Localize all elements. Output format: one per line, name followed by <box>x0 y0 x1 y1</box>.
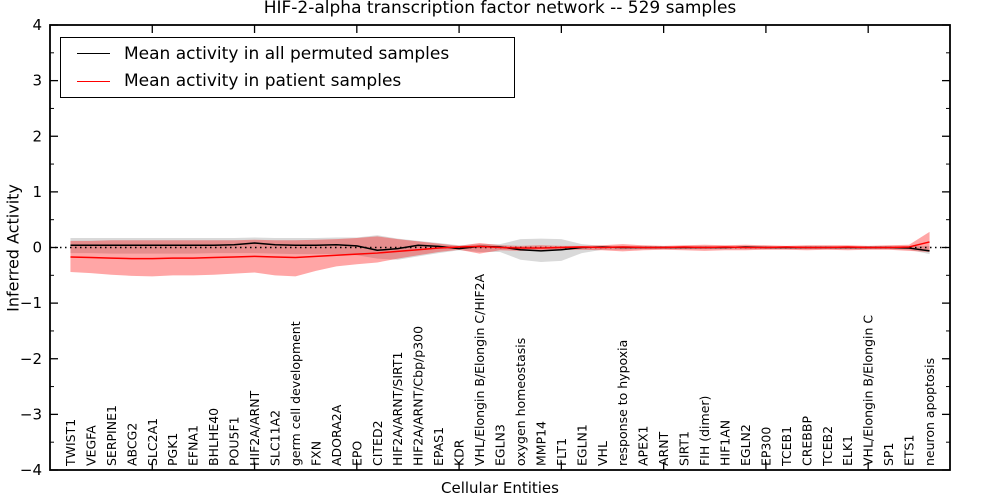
x-category-label: HIF2A/ARNT <box>247 390 262 466</box>
x-category-label: EGLN1 <box>574 424 589 466</box>
permuted-range-band <box>70 235 930 262</box>
x-category-label: FLT1 <box>554 438 569 466</box>
x-category-label: ARNT <box>656 431 671 466</box>
y-tick-label: 4 <box>32 16 42 34</box>
x-category-label: HIF2A/ARNT/Cbp/p300 <box>411 326 426 466</box>
x-category-label: KDR <box>452 439 467 466</box>
x-category-label: TCEB2 <box>820 426 835 467</box>
x-category-label: SIRT1 <box>677 431 692 466</box>
patient-mean-line <box>70 241 930 260</box>
x-category-label: EFNA1 <box>186 425 201 466</box>
y-axis-label: Inferred Activity <box>3 184 23 312</box>
x-category-label: SERPINE1 <box>104 405 119 466</box>
x-category-label: APEX1 <box>636 425 651 466</box>
y-tick-label: 0 <box>32 239 42 257</box>
y-tick-label: −3 <box>20 405 42 423</box>
tick-marks <box>50 24 950 471</box>
x-category-label: TCEB1 <box>779 426 794 467</box>
x-category-label: oxygen homeostasis <box>513 338 528 466</box>
y-tick-label: −2 <box>20 350 42 368</box>
legend-line-permuted-icon <box>77 53 110 55</box>
x-category-label: EP300 <box>758 427 773 466</box>
x-category-label: neuron apoptosis <box>922 358 937 466</box>
x-category-label: ETS1 <box>902 435 917 466</box>
x-category-label: EGLN2 <box>738 424 753 466</box>
y-tick-labels: 4 3 2 1 0 −1 −2 −3 −4 <box>20 16 42 479</box>
x-category-label: CREBBP <box>799 416 814 466</box>
x-category-label: SLC11A2 <box>268 410 283 466</box>
x-category-label: HIF2A/ARNT/SIRT1 <box>390 352 405 466</box>
y-tick-label: 1 <box>32 183 42 201</box>
legend-line-patient-icon <box>77 80 110 82</box>
x-category-label: SLC2A1 <box>145 418 160 466</box>
x-category-label: response to hypoxia <box>615 340 630 466</box>
legend: Mean activity in all permuted samples Me… <box>60 37 515 98</box>
x-category-label: MMP14 <box>533 421 548 466</box>
x-category-label: CITED2 <box>370 420 385 466</box>
x-category-label: FIH (dimer) <box>697 396 712 466</box>
x-category-label: SP1 <box>881 443 896 466</box>
y-tick-label: 3 <box>32 72 42 90</box>
x-category-label: TWIST1 <box>63 419 78 467</box>
x-category-label: EPO <box>349 441 364 466</box>
figure-title: HIF-2-alpha transcription factor network… <box>263 0 737 18</box>
legend-item-patient: Mean activity in patient samples <box>61 68 514 94</box>
x-category-label: EGLN3 <box>493 424 508 466</box>
legend-item-permuted: Mean activity in all permuted samples <box>61 41 514 67</box>
x-category-label: VHL/Elongin B/Elongin C/HIF2A <box>472 273 487 466</box>
confidence-bands <box>70 231 930 277</box>
y-tick-label: −4 <box>20 461 42 479</box>
x-category-label: HIF1AN <box>718 420 733 466</box>
x-axis-label: Cellular Entities <box>441 479 559 497</box>
y-tick-label: −1 <box>20 294 42 312</box>
x-category-label: EPAS1 <box>431 427 446 466</box>
x-category-label: ADORA2A <box>329 404 344 466</box>
legend-label-permuted: Mean activity in all permuted samples <box>124 43 450 64</box>
x-category-label: VHL/Elongin B/Elongin C <box>861 315 876 466</box>
x-category-label: VEGFA <box>83 425 98 466</box>
x-category-label: ABCG2 <box>124 423 139 466</box>
x-category-label: germ cell development <box>288 321 303 466</box>
x-category-label: ELK1 <box>840 435 855 466</box>
x-category-label: PGK1 <box>165 433 180 466</box>
x-category-label: FXN <box>308 441 323 466</box>
y-tick-label: 2 <box>32 127 42 145</box>
x-category-label: POU5F1 <box>227 416 242 466</box>
x-category-labels: TWIST1 VEGFA SERPINE1 ABCG2 SLC2A1 PGK1 EFNA1 B… <box>63 273 937 467</box>
patient-range-band <box>70 231 930 277</box>
legend-label-patient: Mean activity in patient samples <box>124 71 402 92</box>
x-category-label: BHLHE40 <box>206 408 221 466</box>
x-category-label: VHL <box>595 441 610 466</box>
